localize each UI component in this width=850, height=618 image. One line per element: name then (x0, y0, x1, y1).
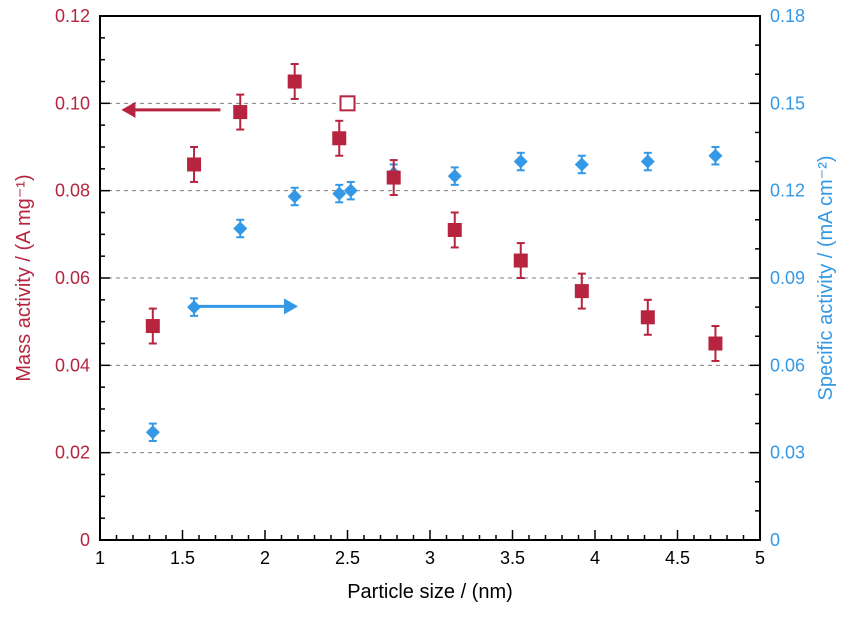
y-right-tick-label: 0.18 (770, 6, 805, 26)
x-axis-label: Particle size / (nm) (347, 581, 513, 603)
x-tick-label: 5 (755, 548, 765, 568)
y-right-tick-label: 0.15 (770, 93, 805, 113)
mass-activity-point (641, 310, 655, 324)
y-right-tick-label: 0 (770, 530, 780, 550)
mass-activity-point (387, 171, 401, 185)
y-left-tick-label: 0.10 (55, 93, 90, 113)
y-left-tick-label: 0.08 (55, 181, 90, 201)
mass-activity-point (448, 223, 462, 237)
x-tick-label: 2.5 (335, 548, 360, 568)
mass-activity-point (288, 75, 302, 89)
y-left-tick-label: 0.06 (55, 268, 90, 288)
activity-dual-axis-chart: 1 1.5 2 2.5 3 3.5 4 4.5 5 Particle size / (nm) 0 0.… (0, 0, 850, 618)
y-right-tick-label: 0.09 (770, 268, 805, 288)
y-left-tick-label: 0.04 (55, 355, 90, 375)
y-right-tick-label: 0.12 (770, 181, 805, 201)
x-tick-label: 3.5 (500, 548, 525, 568)
x-tick-label: 1 (95, 548, 105, 568)
y-right-tick-label: 0.03 (770, 443, 805, 463)
y-right-axis-label: Specific activity / (mA cm⁻²) (815, 155, 837, 400)
mass-activity-point (146, 319, 160, 333)
x-tick-label: 1.5 (170, 548, 195, 568)
chart-container: 1 1.5 2 2.5 3 3.5 4 4.5 5 Particle size / (nm) 0 0.… (0, 0, 850, 618)
x-tick-label: 2 (260, 548, 270, 568)
y-right-tick-label: 0.06 (770, 355, 805, 375)
mass-activity-point (575, 284, 589, 298)
mass-activity-point (514, 254, 528, 268)
mass-activity-point (187, 157, 201, 171)
mass-activity-point (233, 105, 247, 119)
mass-activity-point (332, 131, 346, 145)
mass-activity-open-marker (341, 96, 355, 110)
x-tick-label: 4.5 (665, 548, 690, 568)
y-left-tick-label: 0.12 (55, 6, 90, 26)
x-tick-label: 3 (425, 548, 435, 568)
y-left-axis-label: Mass activity / (A mg⁻¹) (13, 174, 35, 381)
y-left-tick-label: 0.02 (55, 443, 90, 463)
y-left-tick-label: 0 (80, 530, 90, 550)
x-tick-label: 4 (590, 548, 600, 568)
mass-activity-point (708, 337, 722, 351)
